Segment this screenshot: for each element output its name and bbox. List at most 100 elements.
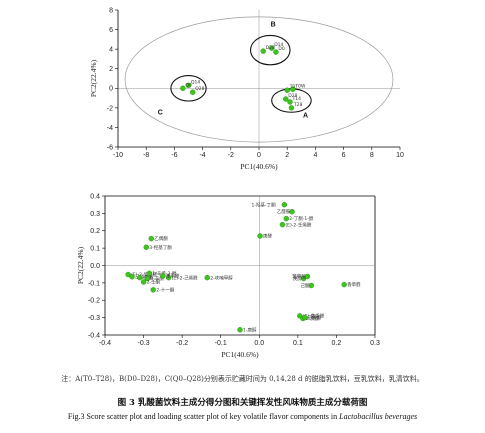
data-point xyxy=(289,208,295,215)
y-tick-label: -0.2 xyxy=(88,298,100,305)
y-axis-label: PC2(22.4%) xyxy=(89,59,98,97)
y-tick-label: 0.1 xyxy=(90,246,100,253)
confidence-ellipse xyxy=(124,16,394,143)
data-point-label: T14 xyxy=(292,96,302,102)
data-point-label: 己酸 xyxy=(301,282,310,289)
data-point-label: D14 xyxy=(274,42,283,48)
data-point xyxy=(129,274,135,280)
y-tick-label: -4 xyxy=(107,125,113,132)
x-tick-label: 4 xyxy=(313,152,317,159)
data-point-label: 乙偶酮 xyxy=(154,235,168,242)
data-point-label: 1-辛烯-3-醇 xyxy=(152,270,177,277)
data-point-label: 己酸酯 xyxy=(308,314,322,321)
figure-title-en-italic: Lactobacillus beverages xyxy=(339,412,418,421)
loading-scatter-plot: -0.4 -0.3 -0.2 -0.1 0.0 0.1 0.2 0.3 -0.4 -0.3 -0.2… xyxy=(76,193,380,359)
data-point xyxy=(283,215,289,222)
x-tick-label: -8 xyxy=(143,152,149,159)
data-point xyxy=(304,273,311,280)
x-tick-label: 10 xyxy=(396,152,404,159)
x-tick-label: -4 xyxy=(199,152,205,159)
y-tick-label: 6 xyxy=(109,27,113,34)
data-point xyxy=(144,275,151,282)
data-point-label: 2-丁酮-1-醇 xyxy=(289,215,314,222)
data-point-label: (E)-茴香醛 xyxy=(303,312,325,319)
y-tick-label: 0.2 xyxy=(90,228,100,235)
x-tick-label: -0.1 xyxy=(215,340,227,347)
x-axis-label: PC1(40.6%) xyxy=(240,162,278,171)
y-tick-label: 0.4 xyxy=(90,193,100,200)
data-point xyxy=(150,287,156,293)
data-point-label: Q28 xyxy=(195,86,204,92)
x-tick-label: 2 xyxy=(285,152,289,159)
data-point xyxy=(341,281,347,288)
data-point-label: (E)-2-己烯醛 xyxy=(172,274,198,281)
y-axis-label: PC2(22.4%) xyxy=(76,246,85,284)
data-point-label: 2-呋喃甲醇 xyxy=(210,274,233,281)
data-point xyxy=(185,82,192,89)
data-point-label: 1-羟基-丁酮 xyxy=(252,201,277,208)
data-point-label: 3-辛酮 xyxy=(150,275,164,282)
data-point-label: Q0 xyxy=(185,82,192,88)
data-point-label: 庚醇 xyxy=(293,275,302,282)
data-point xyxy=(283,96,289,102)
x-tick-label: 0.3 xyxy=(370,340,380,347)
figure-note: 注：A(T0–T28)，B(D0–D28)，C(Q0–Q28)分别表示贮藏时间为… xyxy=(61,375,424,383)
data-point xyxy=(281,201,288,208)
group-ellipse xyxy=(249,34,291,66)
y-tick-label: -2 xyxy=(107,105,113,112)
figure-title-en: Fig.3 Score scatter plot and loading sca… xyxy=(0,412,485,421)
data-point-label: T0 xyxy=(289,84,296,90)
data-point-label: 2-十一酮 xyxy=(156,286,174,293)
figure-title-cn: 图 3 乳酸菌饮料主成分得分图和关键挥发性风味物质主成分载荷图 xyxy=(117,398,368,408)
x-tick-label: -10 xyxy=(113,152,123,159)
data-point xyxy=(137,274,143,281)
data-point xyxy=(290,86,296,92)
x-axis-label: PC1(40.6%) xyxy=(221,350,259,359)
data-point-label: 2-壬酮 xyxy=(147,279,161,286)
x-tick-label: -0.2 xyxy=(176,340,188,347)
data-point xyxy=(204,274,210,281)
x-tick-label: 0 xyxy=(257,152,261,159)
y-tick-label: 0.3 xyxy=(90,211,100,218)
y-tick-label: 8 xyxy=(109,7,113,14)
data-point-label: 苯甲酸 xyxy=(292,273,306,280)
x-tick-label: -6 xyxy=(171,152,177,159)
data-point-label: 己酸乙酯 xyxy=(135,273,153,280)
data-point xyxy=(237,327,243,333)
data-point xyxy=(302,314,308,321)
data-point-label: 乙醛胺 xyxy=(277,208,291,215)
data-point xyxy=(146,270,153,277)
data-point-label: Q14 xyxy=(191,79,200,85)
data-point-label: 苯甲醛 xyxy=(166,273,180,280)
score-scatter-plot: -10 -8 -6 -4 -2 0 2 4 6 8 10 -6 -4 -2 0 2 4 6 8 PC1(40.6%) P… xyxy=(89,7,404,171)
x-tick-label: 6 xyxy=(342,152,346,159)
data-point-label: D28 xyxy=(266,45,275,51)
group-label: C xyxy=(158,110,163,117)
group-ellipse xyxy=(170,75,207,102)
group-label: B xyxy=(271,22,276,29)
y-tick-label: 0.0 xyxy=(90,263,100,270)
y-tick-label: -0.4 xyxy=(88,332,100,339)
data-point-label: D28 xyxy=(288,93,297,99)
data-point-label: T28 xyxy=(293,102,303,108)
data-point xyxy=(143,244,149,250)
data-point xyxy=(160,273,166,279)
x-tick-label: 0.0 xyxy=(254,340,264,347)
data-point xyxy=(165,274,172,281)
data-point-label: 1-庚醇 xyxy=(243,326,257,333)
data-point xyxy=(284,87,290,93)
data-point-label: 香草醛 xyxy=(347,281,361,288)
data-point xyxy=(279,221,286,228)
data-point-label: T0W xyxy=(294,83,306,89)
data-point-label: (E)-2-癸烯醛 xyxy=(131,271,157,278)
data-point xyxy=(190,89,196,95)
data-point xyxy=(148,235,154,242)
data-point xyxy=(180,85,186,91)
data-point-label: 3-羟基丁酮 xyxy=(149,244,172,251)
data-point xyxy=(140,279,147,285)
data-point-label: (E)-2-壬烯醛 xyxy=(285,221,311,228)
y-tick-label: -0.1 xyxy=(88,280,100,287)
x-tick-label: 0.1 xyxy=(293,340,303,347)
group-label: A xyxy=(303,113,308,120)
